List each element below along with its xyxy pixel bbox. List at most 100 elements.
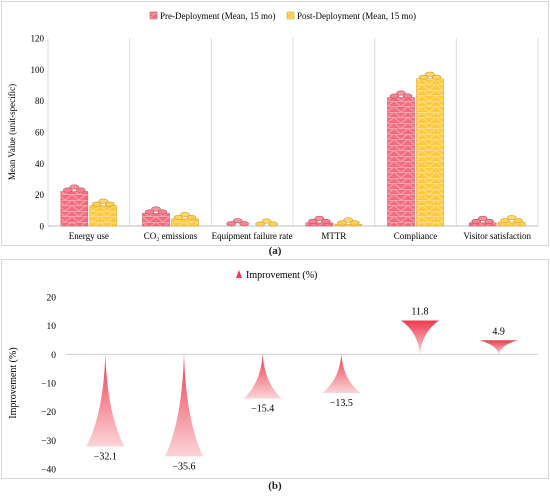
- panel-caption-b: (b): [268, 480, 282, 492]
- x-tick-label: MTTR: [321, 231, 346, 241]
- cone-shape: [401, 320, 439, 355]
- bar-stud: [513, 218, 523, 224]
- bar-stud: [232, 218, 243, 224]
- bar-stud: [314, 215, 325, 221]
- legend-label: Post-Deployment (Mean, 15 mo): [297, 11, 416, 21]
- bar-stud: [396, 90, 406, 96]
- y-tick-label: −10: [41, 380, 56, 390]
- bar-stud: [500, 218, 510, 224]
- bar-stud: [389, 93, 400, 99]
- cone-bar: [86, 354, 125, 447]
- y-tick-label: 40: [35, 159, 45, 169]
- cone-chart-b: −40 −30 −20 −10 0 10 20 Improvement (%) −32.1 −35…: [8, 270, 538, 476]
- cone-shape: [243, 354, 282, 399]
- bar-stud: [255, 221, 265, 227]
- y-axis-label: Improvement (%): [8, 347, 19, 418]
- bar-body: [497, 221, 526, 227]
- cone-shape: [86, 354, 125, 447]
- y-tick-label: 10: [47, 322, 57, 332]
- x-tick-label: CO₂ emissions: [144, 231, 198, 241]
- bar-post: [89, 198, 118, 227]
- bar-stud: [484, 218, 494, 224]
- panel-caption-a: (a): [268, 245, 282, 257]
- bar-stud: [343, 217, 354, 223]
- bar-stud: [402, 93, 413, 99]
- cone-shape: [479, 340, 518, 355]
- bar-pre: [468, 215, 497, 227]
- bar-stud: [98, 198, 109, 204]
- cone-bar: [479, 340, 518, 355]
- legend: Improvement (%): [236, 270, 317, 281]
- bar-stud: [350, 220, 360, 226]
- bar-body: [89, 205, 118, 227]
- x-tick-label: Energy use: [69, 231, 109, 241]
- bar-pre: [305, 215, 334, 227]
- bar-stud: [144, 209, 155, 215]
- data-label: 11.8: [411, 307, 428, 318]
- cone-bar: [401, 320, 439, 355]
- bar-stud: [431, 74, 442, 80]
- bar-stud: [239, 221, 249, 227]
- bar-body: [468, 222, 497, 227]
- bar-body: [334, 224, 363, 227]
- y-axis-label: Mean Value (unit-specific): [7, 84, 17, 180]
- bar-stud: [151, 206, 161, 212]
- bar-stud: [471, 218, 481, 224]
- bar-post: [255, 218, 278, 227]
- bar-stud: [186, 214, 197, 220]
- data-label: −35.6: [172, 461, 195, 472]
- bar-body: [387, 97, 415, 227]
- y-tick-label: 0: [51, 351, 56, 361]
- cone-bar: [243, 354, 282, 399]
- y-tick-label: −20: [41, 408, 56, 418]
- bar-stud: [69, 184, 80, 190]
- bar-stud: [321, 218, 331, 224]
- y-tick-label: 0: [40, 222, 45, 232]
- data-label: −13.5: [330, 398, 353, 409]
- data-label: −15.4: [251, 403, 274, 414]
- bar-stud: [92, 201, 102, 207]
- chart-panel-a: 0 20 40 60 80 100 120 Mean Value (unit-specific…: [1, 1, 549, 246]
- bar-stud: [477, 215, 488, 221]
- y-tick-label: 100: [31, 65, 45, 75]
- bar-stud: [180, 211, 190, 217]
- bar-stud: [63, 187, 73, 193]
- bar-stud: [268, 221, 278, 227]
- bar-chart-a: 0 20 40 60 80 100 120 Mean Value (unit-specific…: [7, 11, 539, 241]
- bar-post: [171, 211, 199, 227]
- cone-bar: [165, 354, 203, 457]
- bar-stud: [157, 209, 168, 215]
- bar-stud: [506, 215, 517, 221]
- bar-stud: [337, 220, 347, 226]
- y-tick-label: −40: [41, 466, 56, 476]
- data-label: −32.1: [94, 451, 117, 462]
- bar-body: [416, 78, 444, 227]
- legend-label: Pre-Deployment (Mean, 15 mo): [160, 11, 275, 21]
- legend: Pre-Deployment (Mean, 15 mo) Post-Deploym…: [149, 11, 416, 21]
- y-tick-label: −30: [41, 437, 56, 447]
- bar-stud: [261, 218, 272, 224]
- y-tick-label: 120: [31, 34, 45, 44]
- bar-post: [416, 71, 444, 227]
- bar-stud: [418, 74, 429, 80]
- y-tick-label: 20: [35, 190, 45, 200]
- bar-pre: [60, 184, 89, 227]
- bar-stud: [173, 214, 184, 220]
- cone-bar: [322, 354, 361, 394]
- cone-shape: [322, 354, 361, 394]
- bar-body: [60, 191, 89, 227]
- bar-stud: [226, 221, 236, 227]
- legend-swatch: [149, 11, 158, 20]
- y-tick-label: 60: [35, 128, 45, 138]
- legend-swatch: [236, 270, 242, 278]
- bar-stud: [425, 71, 435, 77]
- bar-stud: [76, 187, 86, 193]
- bar-pre: [387, 90, 415, 227]
- legend-label: Improvement (%): [246, 270, 317, 281]
- bar-pre: [142, 206, 170, 227]
- bar-body: [171, 218, 199, 227]
- data-label: 4.9: [492, 326, 505, 337]
- cone-shape: [165, 354, 203, 457]
- y-tick-label: 20: [47, 294, 57, 304]
- x-tick-label: Visitor satisfaction: [463, 231, 531, 241]
